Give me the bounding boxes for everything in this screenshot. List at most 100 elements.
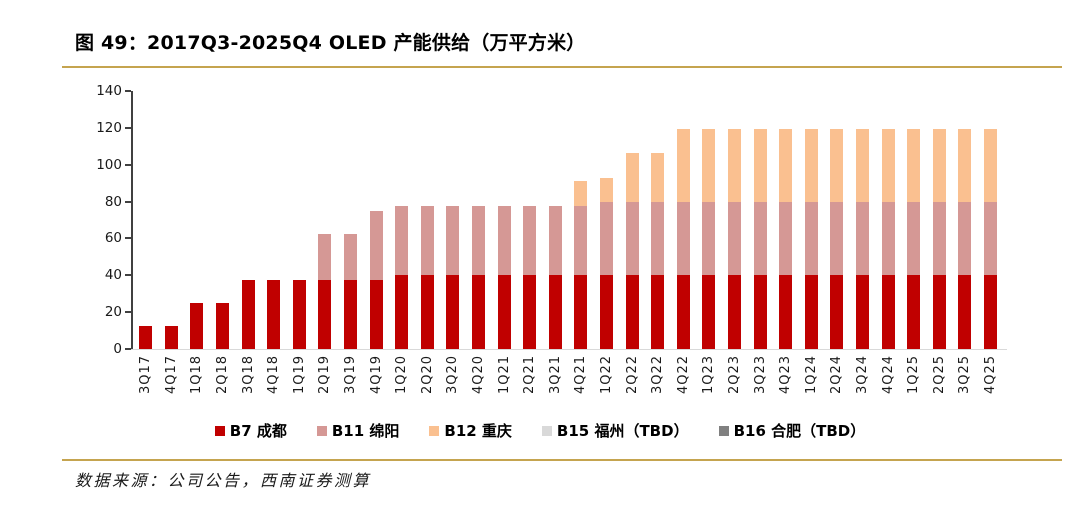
y-tick-60 xyxy=(125,237,131,240)
legend-label-b11: B11 绵阳 xyxy=(331,422,400,440)
bar-segment-b12-3Q25 xyxy=(958,128,972,202)
bar-3Q25 xyxy=(958,128,972,349)
figure-title: 图 49：2017Q3-2025Q4 OLED 产能供给（万平方米） xyxy=(75,32,586,54)
bar-segment-b7-4Q20 xyxy=(472,275,486,349)
x-label-slot-4Q24: 4Q24 xyxy=(875,355,901,401)
bar-slot-1Q20 xyxy=(389,91,415,349)
bar-3Q18 xyxy=(241,279,255,349)
bar-segment-b12-3Q24 xyxy=(855,128,869,202)
bar-segment-b7-4Q22 xyxy=(676,275,690,349)
x-tick-label-3Q19: 3Q19 xyxy=(343,355,359,395)
bar-segment-b11-1Q23 xyxy=(702,201,716,276)
bar-1Q23 xyxy=(702,128,716,349)
bar-1Q20 xyxy=(395,206,409,349)
bar-segment-b11-4Q23 xyxy=(779,201,793,276)
data-source: 数据来源：公司公告，西南证券测算 xyxy=(75,471,372,490)
bar-segment-b7-1Q24 xyxy=(804,275,818,349)
y-axis-line xyxy=(131,91,133,350)
x-tick-label-4Q21: 4Q21 xyxy=(573,355,589,395)
x-tick-label-4Q24: 4Q24 xyxy=(880,355,896,395)
bar-slot-1Q22 xyxy=(594,91,620,349)
bar-3Q19 xyxy=(344,233,358,349)
x-tick-label-2Q19: 2Q19 xyxy=(317,355,333,395)
legend-item-b12: B12 重庆 xyxy=(429,420,512,441)
bar-2Q25 xyxy=(932,128,946,349)
bar-segment-b12-4Q21 xyxy=(574,181,588,207)
bar-slot-1Q23 xyxy=(696,91,722,349)
x-tick-label-4Q17: 4Q17 xyxy=(163,355,179,395)
x-tick-label-1Q18: 1Q18 xyxy=(189,355,205,395)
x-tick-label-2Q24: 2Q24 xyxy=(829,355,845,395)
bar-3Q23 xyxy=(753,128,767,349)
bar-segment-b7-2Q24 xyxy=(830,275,844,349)
bar-slot-3Q19 xyxy=(338,91,364,349)
legend-swatch-b7 xyxy=(214,425,225,436)
x-tick-label-2Q23: 2Q23 xyxy=(726,355,742,395)
x-tick-label-3Q20: 3Q20 xyxy=(445,355,461,395)
bar-slot-4Q25 xyxy=(978,91,1004,349)
bar-segment-b7-4Q23 xyxy=(779,275,793,349)
x-label-slot-2Q24: 2Q24 xyxy=(824,355,850,401)
bar-segment-b7-2Q18 xyxy=(216,302,230,349)
bar-3Q24 xyxy=(855,128,869,349)
x-tick-label-3Q17: 3Q17 xyxy=(138,355,154,395)
bar-slot-3Q21 xyxy=(543,91,569,349)
x-label-slot-4Q19: 4Q19 xyxy=(363,355,389,401)
bar-segment-b7-4Q17 xyxy=(164,325,178,349)
bar-3Q22 xyxy=(651,152,665,349)
x-label-slot-3Q25: 3Q25 xyxy=(952,355,978,401)
bar-segment-b11-2Q21 xyxy=(523,206,537,276)
y-tick-label-60: 60 xyxy=(104,230,122,247)
bar-segment-b7-1Q25 xyxy=(907,275,921,349)
bar-slot-4Q18 xyxy=(261,91,287,349)
bar-segment-b11-1Q22 xyxy=(599,201,613,276)
x-label-slot-3Q24: 3Q24 xyxy=(850,355,876,401)
x-label-slot-1Q18: 1Q18 xyxy=(184,355,210,401)
x-tick-label-2Q22: 2Q22 xyxy=(624,355,640,395)
bar-slot-2Q19 xyxy=(312,91,338,349)
bar-segment-b12-1Q24 xyxy=(804,128,818,202)
y-tick-label-140: 140 xyxy=(96,83,122,99)
legend-swatch-b15 xyxy=(541,425,552,436)
bar-slot-2Q20 xyxy=(415,91,441,349)
x-tick-label-3Q22: 3Q22 xyxy=(650,355,666,395)
title-divider xyxy=(62,66,1062,68)
bar-slot-4Q21 xyxy=(568,91,594,349)
bar-2Q19 xyxy=(318,233,332,349)
bar-segment-b12-1Q23 xyxy=(702,128,716,202)
bar-segment-b7-1Q18 xyxy=(190,302,204,349)
y-tick-80 xyxy=(125,200,131,203)
bar-4Q24 xyxy=(881,128,895,349)
x-label-slot-2Q18: 2Q18 xyxy=(210,355,236,401)
bar-slot-3Q24 xyxy=(850,91,876,349)
bar-4Q20 xyxy=(472,206,486,349)
x-label-slot-1Q19: 1Q19 xyxy=(287,355,313,401)
x-label-slot-1Q24: 1Q24 xyxy=(798,355,824,401)
bar-4Q19 xyxy=(369,210,383,349)
bar-1Q19 xyxy=(292,279,306,349)
legend-label-b7: B7 成都 xyxy=(229,422,287,440)
bar-slot-2Q24 xyxy=(824,91,850,349)
x-label-slot-2Q19: 2Q19 xyxy=(312,355,338,401)
bar-segment-b11-2Q20 xyxy=(420,206,434,276)
x-label-slot-3Q21: 3Q21 xyxy=(543,355,569,401)
bar-segment-b11-3Q22 xyxy=(651,201,665,276)
plot-area xyxy=(133,91,1003,349)
bar-segment-b7-2Q23 xyxy=(727,275,741,349)
chart-legend: B7 成都 B11 绵阳 B12 重庆 B15 福州（TBD） B16 合肥（TBD） xyxy=(0,420,1080,441)
x-axis-labels: 3Q17 4Q17 1Q18 2Q18 3Q18 4Q18 1Q19 2Q19 3Q19 4Q19… xyxy=(133,355,1003,401)
bar-segment-b11-4Q24 xyxy=(881,201,895,276)
bar-slot-1Q24 xyxy=(798,91,824,349)
bar-segment-b11-3Q23 xyxy=(753,201,767,276)
x-label-slot-4Q25: 4Q25 xyxy=(978,355,1004,401)
legend-label-b16: B16 合肥（TBD） xyxy=(733,422,866,440)
legend-label-b12: B12 重庆 xyxy=(444,422,512,440)
x-label-slot-4Q22: 4Q22 xyxy=(670,355,696,401)
bar-segment-b7-3Q19 xyxy=(344,279,358,349)
bar-segment-b12-2Q22 xyxy=(625,152,639,202)
bar-segment-b11-4Q21 xyxy=(574,206,588,276)
bar-segment-b7-3Q22 xyxy=(651,275,665,349)
bar-segment-b12-4Q22 xyxy=(676,128,690,202)
x-label-slot-4Q23: 4Q23 xyxy=(773,355,799,401)
x-label-slot-3Q17: 3Q17 xyxy=(133,355,159,401)
